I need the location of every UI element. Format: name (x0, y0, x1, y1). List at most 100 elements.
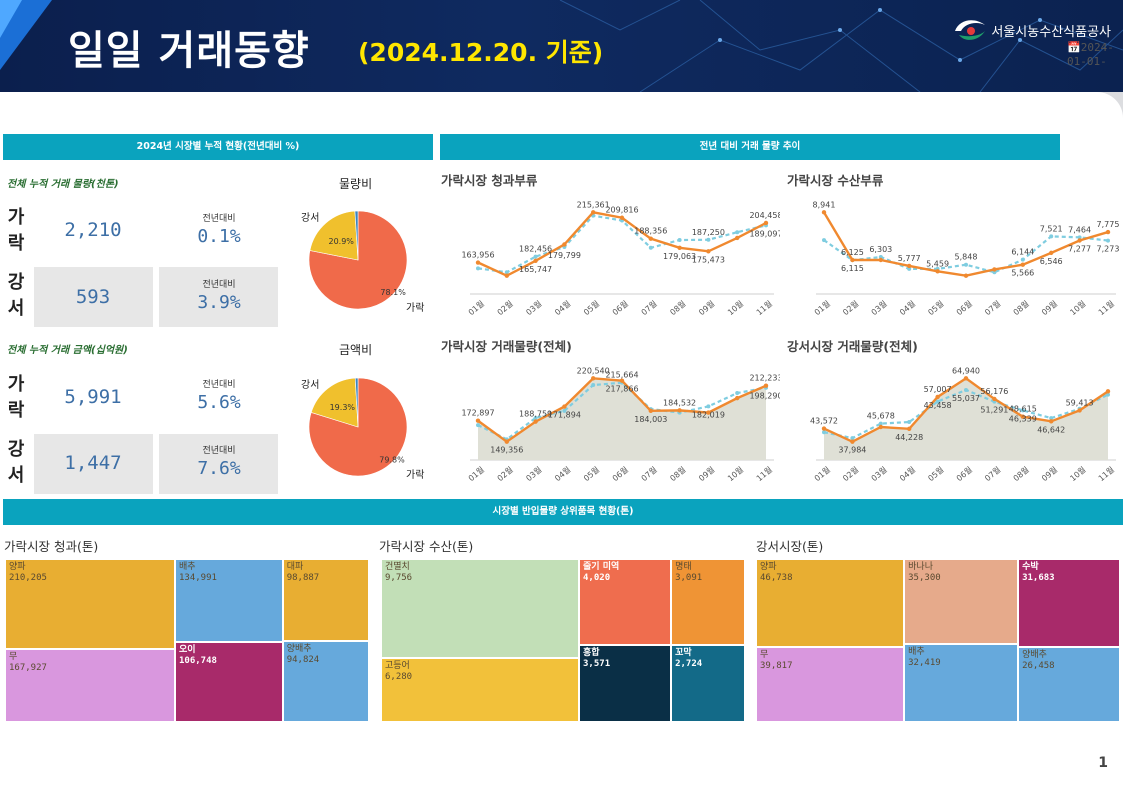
treemap-item-name: 꼬막 (675, 648, 692, 659)
area-fill (478, 378, 766, 460)
calendar-icon[interactable]: 📅 (1067, 41, 1081, 54)
volume-ratio-title: 물량비 (339, 177, 373, 191)
treemap-item-value: 3,571 (583, 659, 611, 670)
data-point-previous (907, 266, 912, 271)
treemap-item-value: 4,020 (583, 573, 611, 583)
treemap-item-name: 명태 (675, 562, 692, 572)
gangseo-volume-yoy-box (159, 267, 278, 327)
data-label: 6,115 (841, 264, 864, 273)
treemap-item-value: 94,824 (286, 654, 320, 665)
data-point-previous (1020, 408, 1025, 413)
data-point-current (591, 210, 596, 215)
gangseo-volume-yoy-label: 전년대비 (202, 280, 236, 290)
gangseo-amount-yoy-label: 전년대비 (202, 446, 236, 456)
pie-label: 강서 (301, 379, 319, 391)
treemap-cell: 홍합 3,571 (579, 645, 672, 722)
x-tick-label: 11월 (754, 464, 774, 483)
gangseo-volume-value: 593 (75, 286, 111, 308)
gangseo-volume-box (34, 267, 153, 327)
x-tick-label: 03월 (524, 298, 544, 317)
gangseo-market-label: 강 서 (7, 272, 25, 319)
treemap-item-value: 39,817 (760, 661, 793, 672)
data-point-previous (591, 383, 596, 388)
x-tick-label: 05월 (926, 298, 946, 317)
data-point-previous (1049, 234, 1054, 239)
data-label: 59,413 (1066, 398, 1094, 407)
x-tick-label: 04월 (553, 298, 573, 317)
treemap-item-name: 양배추 (286, 643, 312, 654)
data-label: 179,063 (663, 252, 696, 261)
data-label: 217,866 (605, 385, 638, 394)
data-point-previous (533, 415, 538, 420)
area-fill (824, 378, 1108, 460)
x-tick-label: 06월 (954, 298, 974, 317)
treemap-cell: 명태 3,091 (671, 559, 745, 646)
x-tick-label: 01월 (466, 298, 486, 317)
x-tick-label: 05월 (926, 464, 946, 483)
garak-amount-value: 5,991 (64, 386, 122, 408)
data-point-previous (1106, 392, 1110, 397)
data-point-current (735, 395, 740, 401)
org-name: 서울시농수산식품공사 (991, 24, 1111, 40)
treemap-cell: 건멸치 9,756 (381, 559, 580, 659)
data-label: 165,747 (519, 265, 552, 274)
data-point-previous (822, 430, 826, 435)
gangseo-total-volume-chart: 43,572 37,984 45,678 44,228 43,458 57,00755,0… (810, 366, 1116, 483)
data-point-current (935, 269, 940, 274)
treemap-item-value: 98,887 (286, 573, 320, 583)
data-point-current (821, 210, 827, 215)
pie-slice (354, 377, 359, 428)
treemap-title: 강서시장(톤) (756, 539, 824, 554)
treemap-item-value: 106,748 (178, 656, 217, 667)
data-label: 149,356 (490, 446, 523, 455)
pie-slice-value: 20.9% (328, 237, 354, 246)
x-tick-label: 11월 (754, 298, 774, 317)
data-label: 7,464 (1068, 225, 1091, 234)
data-label: 7,277 (1068, 245, 1091, 254)
treemap-item-value: 32,419 (908, 657, 941, 668)
data-point-current (850, 439, 855, 444)
data-label: 163,956 (461, 251, 494, 260)
data-label: 188,759 (519, 410, 552, 419)
data-point-current (992, 267, 997, 272)
data-label: 6,125 (841, 248, 864, 257)
treemap-cell: 고등어 6,280 (381, 658, 580, 722)
data-point-previous (1020, 257, 1025, 262)
data-point-current (992, 396, 997, 402)
chart-title: 가락시장 거래물량(전체) (441, 339, 572, 354)
data-label: 184,532 (663, 398, 696, 407)
data-label: 184,003 (634, 415, 667, 424)
garak-seafood-treemap: 건멸치 9,756 고등어 6,280 줄기 미역 4,020 홍합 3,571 명태 3,091… (381, 559, 745, 722)
treemap-title: 가락시장 수산(톤) (379, 539, 474, 554)
treemap-item-value: 134,991 (178, 573, 217, 583)
data-label: 188,356 (634, 227, 667, 236)
data-label: 209,816 (605, 206, 638, 215)
chart-title: 가락시장 청과부류 (441, 173, 538, 188)
treemap-item-name: 바나나 (908, 562, 933, 572)
trend-title-bar: 전년 대비 거래 물량 추이 (440, 134, 1060, 160)
treemap-cell: 양파 46,738 (756, 559, 905, 648)
garak-volume-yoy-value: 0.1% (197, 226, 241, 247)
data-point-previous (878, 254, 883, 259)
data-label: 6,144 (1011, 248, 1034, 257)
treemap-item-value: 6,280 (385, 672, 413, 683)
data-point-current (619, 215, 625, 220)
header-decoration (0, 0, 1123, 92)
x-tick-label: 05월 (581, 298, 601, 317)
treemap-cell: 바나나 35,300 (904, 559, 1019, 644)
data-label: 5,459 (926, 259, 949, 268)
data-label: 189,097 (749, 229, 780, 238)
data-point-current (1049, 250, 1054, 256)
data-label: 215,664 (605, 371, 638, 380)
data-label: 5,848 (955, 253, 978, 262)
data-label: 7,273 (1097, 245, 1120, 254)
date-filter[interactable]: 📅2024-01-01- (1067, 41, 1117, 69)
pie-label: 가락 (406, 302, 424, 314)
data-point-current (648, 236, 653, 241)
treemap-item-name: 양파 (760, 562, 777, 572)
data-point-current (963, 376, 969, 381)
data-point-previous (1106, 238, 1110, 243)
data-point-current (1020, 262, 1025, 267)
data-point-current (935, 394, 940, 400)
treemap-item-name: 양파 (9, 562, 26, 572)
